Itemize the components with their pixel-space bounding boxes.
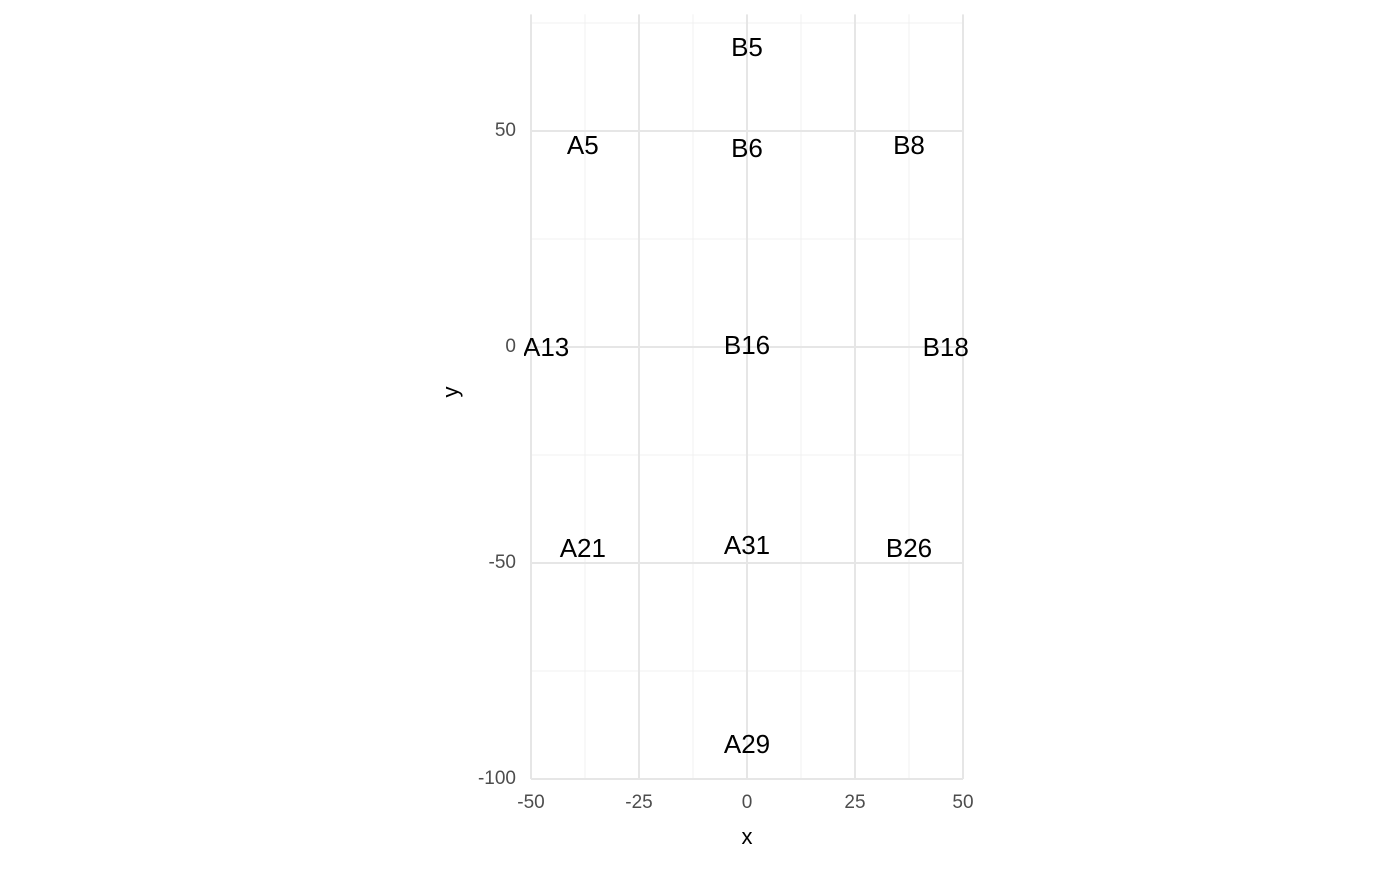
point-label: B5 [731,32,763,62]
point-label: B6 [731,133,763,163]
point-label: A5 [567,130,599,160]
x-tick-label: -25 [625,792,652,813]
y-tick-label: 0 [505,336,516,357]
point-label: A13 [523,332,569,362]
y-tick-label: -50 [489,552,516,573]
grid [530,14,964,780]
y-axis-title: y [438,387,463,398]
point-label: A21 [560,533,606,563]
point-label: B18 [923,332,969,362]
x-tick-label: -50 [517,792,544,813]
x-tick-label: 50 [952,792,973,813]
point-label: B16 [724,330,770,360]
point-label: B26 [886,533,932,563]
marks: B5 A5 B6 B8 A13 B16 B18 A21 A31 B26 A29 [523,32,969,759]
y-tick-label: -100 [478,768,516,789]
x-axis-title: x [742,824,753,849]
x-tick-label: 25 [844,792,865,813]
y-tick-label: 50 [495,120,516,141]
point-label: B8 [893,130,925,160]
x-tick-label: 0 [742,792,753,813]
point-label: A29 [724,729,770,759]
point-label: A31 [724,530,770,560]
